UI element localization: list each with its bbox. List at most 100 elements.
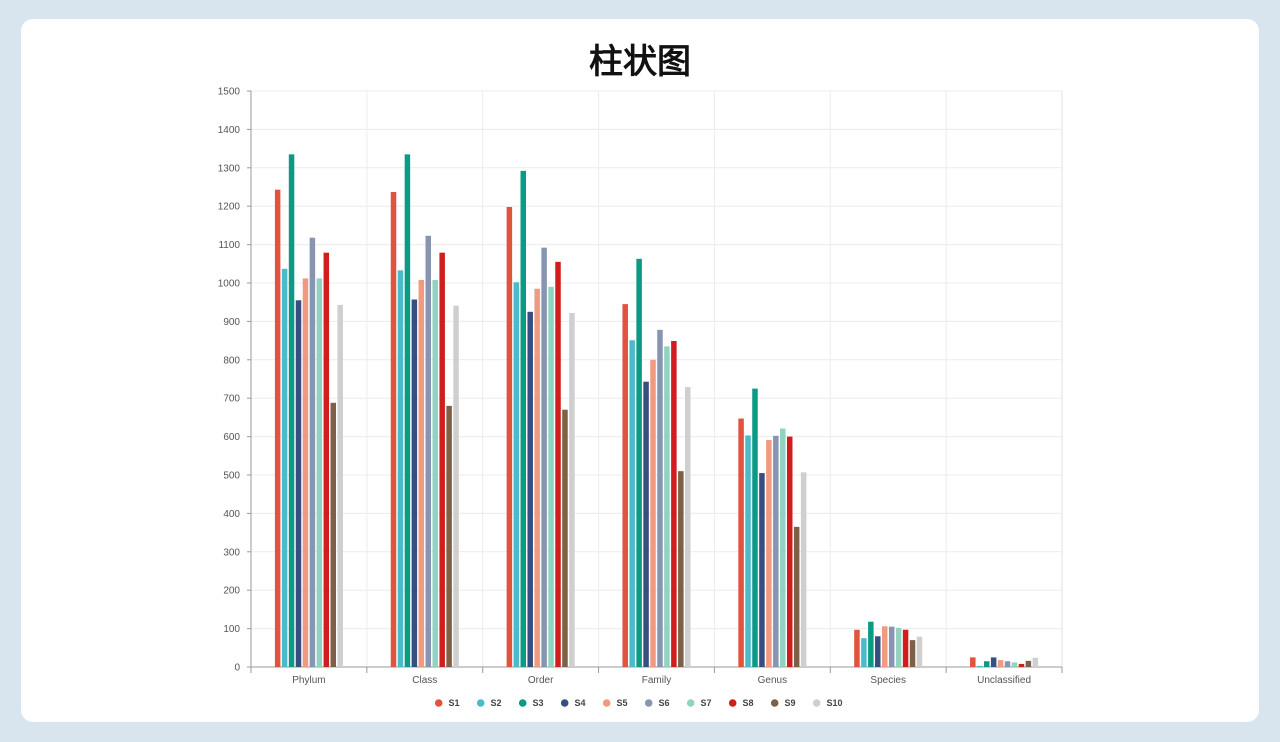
- chart-card: 柱状图 0 100 200 300 400 500 600 700 800 900 1000 1100…: [21, 19, 1259, 722]
- legend-item: S10: [812, 698, 843, 708]
- chart-title: 柱状图: [589, 42, 691, 82]
- bar-s7: [1011, 662, 1018, 667]
- bar-s8: [902, 629, 909, 667]
- legend-swatch: [560, 699, 569, 707]
- bar-s6: [309, 237, 316, 668]
- bar-s9: [909, 640, 916, 667]
- legend-swatch: [434, 699, 443, 707]
- bar-s1: [506, 206, 513, 667]
- legend-item: S2: [476, 698, 502, 708]
- legend-item: S8: [728, 698, 754, 708]
- bar-s4: [759, 473, 765, 667]
- bar-s3: [404, 154, 411, 668]
- bar-s4: [295, 300, 302, 667]
- y-tick-label: 100: [223, 624, 240, 635]
- bar-s6: [425, 235, 432, 667]
- bar-s8: [439, 252, 445, 667]
- legend-label: S2: [491, 698, 502, 708]
- y-tick-label: 700: [223, 394, 240, 405]
- y-tick-label: 400: [223, 509, 240, 520]
- legend-label: S1: [449, 698, 460, 708]
- bar-s8: [555, 261, 561, 667]
- bars-layer: [274, 154, 1039, 668]
- bar-s4: [875, 636, 881, 667]
- legend-label: S9: [785, 698, 796, 708]
- bar-s9: [1025, 660, 1032, 667]
- bar-s4: [990, 657, 997, 667]
- y-tick-label: 500: [223, 471, 240, 482]
- bar-s1: [854, 629, 860, 667]
- bar-s4: [527, 311, 533, 667]
- y-tick-label: 600: [223, 432, 240, 443]
- legend: S1 S2 S3 S4 S5 S6 S7 S8 S9 S10: [434, 698, 843, 708]
- y-tick-label: 1400: [218, 125, 241, 136]
- bar-s7: [895, 627, 902, 667]
- bar-s6: [888, 626, 895, 667]
- bar-s9: [330, 402, 337, 667]
- bar-s6: [541, 247, 547, 667]
- bar-s2: [397, 270, 404, 667]
- plot-frame: [250, 90, 1063, 668]
- legend-item: S5: [602, 698, 628, 708]
- legend-item: S6: [644, 698, 670, 708]
- bar-s2: [861, 638, 867, 667]
- legend-swatch: [770, 699, 779, 707]
- bar-s8: [786, 436, 793, 667]
- bar-s3: [520, 170, 527, 667]
- bar-s1: [738, 418, 744, 667]
- legend-item: S9: [770, 698, 796, 708]
- x-tick-label: Order: [528, 675, 554, 686]
- legend-label: S10: [827, 698, 843, 708]
- bar-s9: [678, 471, 684, 667]
- legend-label: S3: [533, 698, 544, 708]
- bar-s9: [562, 409, 568, 667]
- bar-s1: [390, 191, 397, 667]
- bar-s6: [657, 329, 663, 667]
- bar-s3: [288, 154, 295, 668]
- bar-s3: [868, 621, 874, 667]
- x-tick-label: Family: [642, 675, 671, 686]
- axis-layer: 0 100 200 300 400 500 600 700 800 900 1000 1100 1200…: [218, 87, 1063, 686]
- bar-s8: [1018, 663, 1025, 667]
- bar-s6: [773, 435, 779, 667]
- y-tick-label: 1500: [218, 87, 241, 98]
- bar-chart: 柱状图 0 100 200 300 400 500 600 700 800 900 1000 1100…: [218, 42, 1063, 708]
- bar-s1: [274, 189, 281, 668]
- bar-s4: [411, 299, 418, 667]
- legend-label: S5: [617, 698, 628, 708]
- y-tick-label: 200: [223, 586, 240, 597]
- x-tick-label: Class: [412, 675, 437, 686]
- bar-s6: [1004, 661, 1011, 667]
- x-tick-label: Phylum: [292, 675, 325, 686]
- bar-s10: [800, 472, 807, 667]
- bar-s10: [453, 305, 459, 667]
- bar-s5: [766, 440, 772, 667]
- y-tick-label: 900: [223, 317, 240, 328]
- legend-swatch: [812, 699, 821, 707]
- bar-s10: [337, 304, 343, 667]
- legend-swatch: [644, 699, 653, 707]
- bar-s3: [752, 388, 758, 667]
- bar-s7: [780, 428, 786, 667]
- bar-s5: [997, 660, 1004, 667]
- legend-swatch: [476, 699, 485, 707]
- bar-s5: [534, 288, 540, 667]
- y-tick-label: 0: [234, 663, 240, 674]
- bar-s9: [793, 526, 800, 667]
- bar-s9: [446, 405, 452, 667]
- bar-s2: [629, 340, 635, 667]
- legend-swatch: [602, 699, 611, 707]
- legend-swatch: [728, 699, 737, 707]
- bar-s2: [281, 268, 288, 667]
- bar-s5: [418, 279, 425, 667]
- legend-swatch: [686, 699, 695, 707]
- y-tick-label: 1300: [218, 163, 241, 174]
- bar-s10: [1032, 657, 1039, 667]
- legend-item: S1: [434, 698, 460, 708]
- bar-s7: [664, 346, 670, 667]
- legend-item: S3: [518, 698, 544, 708]
- bar-s1: [970, 657, 976, 667]
- bar-s3: [636, 258, 642, 667]
- x-tick-label: Genus: [758, 675, 787, 686]
- grid-layer: [250, 90, 1063, 668]
